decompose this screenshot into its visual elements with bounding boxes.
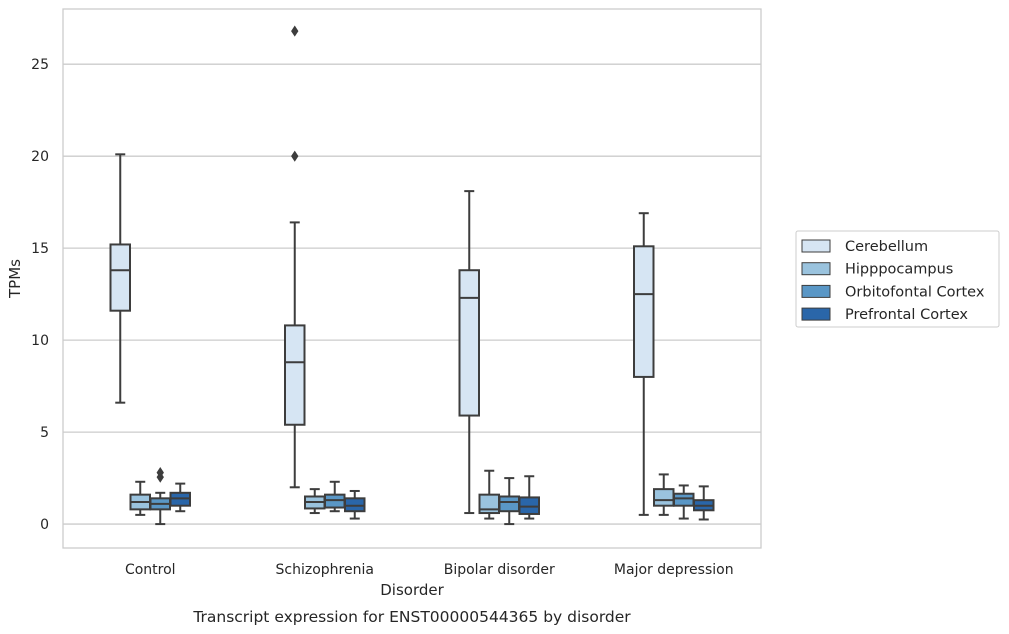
box-hipppocampus xyxy=(478,469,500,520)
box-iqr xyxy=(498,495,520,513)
outlier-point xyxy=(156,467,164,479)
box-iqr xyxy=(284,324,306,426)
y-tick-label: 5 xyxy=(40,425,49,441)
legend-item: Orbitofontal Cortex xyxy=(801,284,985,300)
box-orbitofontal-cortex xyxy=(673,484,695,520)
box-prefrontal-cortex xyxy=(518,475,540,520)
legend-frame xyxy=(795,230,1000,328)
x-tick-label: Schizophrenia xyxy=(276,562,374,578)
box-orbitofontal-cortex xyxy=(149,467,171,526)
plot-frame xyxy=(62,8,762,549)
x-axis-title: Disorder xyxy=(380,581,444,599)
box-cerebellum xyxy=(633,212,655,516)
box-prefrontal-cortex xyxy=(344,489,366,520)
legend-label: Prefrontal Cortex xyxy=(845,307,968,323)
legend-label: Cerebellum xyxy=(845,239,928,255)
x-tick-label: Bipolar disorder xyxy=(444,562,555,578)
legend-item: Prefrontal Cortex xyxy=(801,307,968,323)
y-tick-label: 20 xyxy=(31,149,49,165)
y-axis-title: TPMs xyxy=(6,259,24,299)
legend-swatch xyxy=(801,284,831,298)
box-iqr xyxy=(673,492,695,507)
box-iqr xyxy=(633,245,655,378)
outlier-point xyxy=(291,25,299,37)
legend-label: Orbitofontal Cortex xyxy=(845,284,985,300)
box-hipppocampus xyxy=(129,480,151,516)
chart-caption: Transcript expression for ENST0000054436… xyxy=(192,608,631,626)
legend-swatch xyxy=(801,262,831,276)
gridlines xyxy=(63,63,761,525)
legend: Cerebellum Hipppocampus Orbitofontal Corte… xyxy=(795,230,1000,328)
y-tick-label: 10 xyxy=(31,333,49,349)
legend-item: Cerebellum xyxy=(801,239,928,255)
y-tick-label: 0 xyxy=(40,517,49,533)
box-iqr xyxy=(653,488,675,507)
y-tick-labels: 0 5 10 15 20 25 xyxy=(31,57,49,533)
box-layer xyxy=(109,25,715,526)
legend-label: Hipppocampus xyxy=(845,262,953,278)
x-tick-label: Control xyxy=(125,562,176,578)
box-hipppocampus xyxy=(653,473,675,516)
legend-swatch xyxy=(801,307,831,321)
box-hipppocampus xyxy=(304,488,326,515)
box-orbitofontal-cortex xyxy=(324,480,346,513)
outlier-point xyxy=(291,150,299,162)
box-orbitofontal-cortex xyxy=(498,477,520,526)
box-prefrontal-cortex xyxy=(693,485,715,521)
box-cerebellum xyxy=(109,153,131,404)
box-prefrontal-cortex xyxy=(169,482,191,513)
x-tick-labels: Control Schizophrenia Bipolar disorder Majo… xyxy=(125,562,734,578)
box-iqr xyxy=(109,243,131,312)
legend-item: Hipppocampus xyxy=(801,262,953,278)
y-tick-label: 25 xyxy=(31,57,49,73)
box-cerebellum xyxy=(284,25,306,489)
box-iqr xyxy=(458,269,480,417)
y-tick-label: 15 xyxy=(31,241,49,257)
x-tick-label: Major depression xyxy=(614,562,734,578)
legend-swatch xyxy=(801,239,831,253)
box-cerebellum xyxy=(458,190,480,515)
